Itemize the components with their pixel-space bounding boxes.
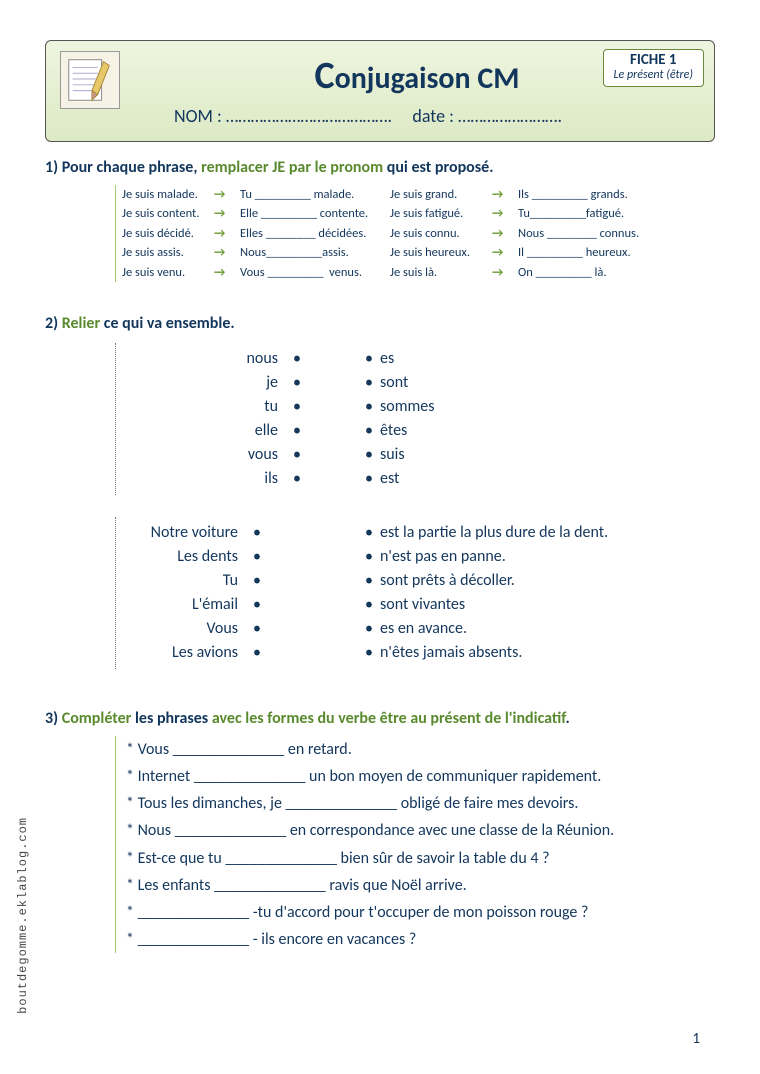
header-fields: NOM : …………………………………. date : ……………………. [134, 105, 700, 127]
worksheet-header: Conjugaison CM NOM : …………………………………. date… [45, 40, 715, 142]
match-row: Vous••es en avance. [116, 617, 715, 641]
ex3-line: * Nous ______________ en correspondance … [126, 817, 715, 844]
ex3-line: * Vous ______________ en retard. [126, 736, 715, 763]
page-number: 1 [692, 1030, 700, 1048]
exercise-1-table: Je suis malade.→Tu _________ malade.Je s… [115, 185, 715, 282]
match-row: je••sont [116, 371, 715, 395]
match-row: L'émail••sont vivantes [116, 593, 715, 617]
exercise-3-block: * Vous ______________ en retard.* Intern… [115, 736, 715, 954]
date-field: date : ……………………. [412, 105, 562, 127]
question-2-heading: 2) Relier ce qui va ensemble. [45, 314, 715, 333]
match-set-1: nous••esje••sonttu••sommeselle••êtesvous… [115, 343, 715, 495]
fiche-subtitle: Le présent (être) [614, 69, 694, 83]
match-row: Les avions••n'êtes jamais absents. [116, 641, 715, 665]
ex1-row: Je suis assis.→Nous_________assis.Je sui… [122, 243, 715, 262]
match-row: Les dents••n'est pas en panne. [116, 545, 715, 569]
ex3-line: * ______________ - ils encore en vacance… [126, 926, 715, 953]
source-credit: boutdegomme.eklablog.com [16, 817, 30, 1014]
match-row: nous••es [116, 347, 715, 371]
fiche-number: FICHE 1 [614, 52, 694, 69]
ex3-line: * Tous les dimanches, je ______________ … [126, 790, 715, 817]
ex1-row: Je suis décidé.→Elles ________ décidées.… [122, 224, 715, 243]
ex3-line: * Est-ce que tu ______________ bien sûr … [126, 845, 715, 872]
fiche-badge: FICHE 1 Le présent (être) [603, 49, 705, 87]
ex3-line: * Les enfants ______________ ravis que N… [126, 872, 715, 899]
match-row: elle••êtes [116, 419, 715, 443]
match-row: ils••est [116, 467, 715, 491]
match-row: Tu••sont prêts à décoller. [116, 569, 715, 593]
match-row: vous••suis [116, 443, 715, 467]
question-3-heading: 3) Compléter les phrases avec les formes… [45, 709, 715, 728]
match-set-2: Notre voiture••est la partie la plus dur… [115, 517, 715, 669]
match-row: tu••sommes [116, 395, 715, 419]
ex3-line: * Internet ______________ un bon moyen d… [126, 763, 715, 790]
match-row: Notre voiture••est la partie la plus dur… [116, 521, 715, 545]
question-1-heading: 1) Pour chaque phrase, remplacer JE par … [45, 158, 715, 177]
ex1-row: Je suis content.→Elle _________ contente… [122, 204, 715, 223]
notepad-icon [60, 51, 120, 109]
ex3-line: * ______________ -tu d'accord pour t'occ… [126, 899, 715, 926]
nom-field: NOM : …………………………………. [174, 105, 392, 127]
ex1-row: Je suis venu.→Vous _________ venus.Je su… [122, 263, 715, 282]
ex1-row: Je suis malade.→Tu _________ malade.Je s… [122, 185, 715, 204]
worksheet-content: 1) Pour chaque phrase, remplacer JE par … [45, 158, 715, 953]
